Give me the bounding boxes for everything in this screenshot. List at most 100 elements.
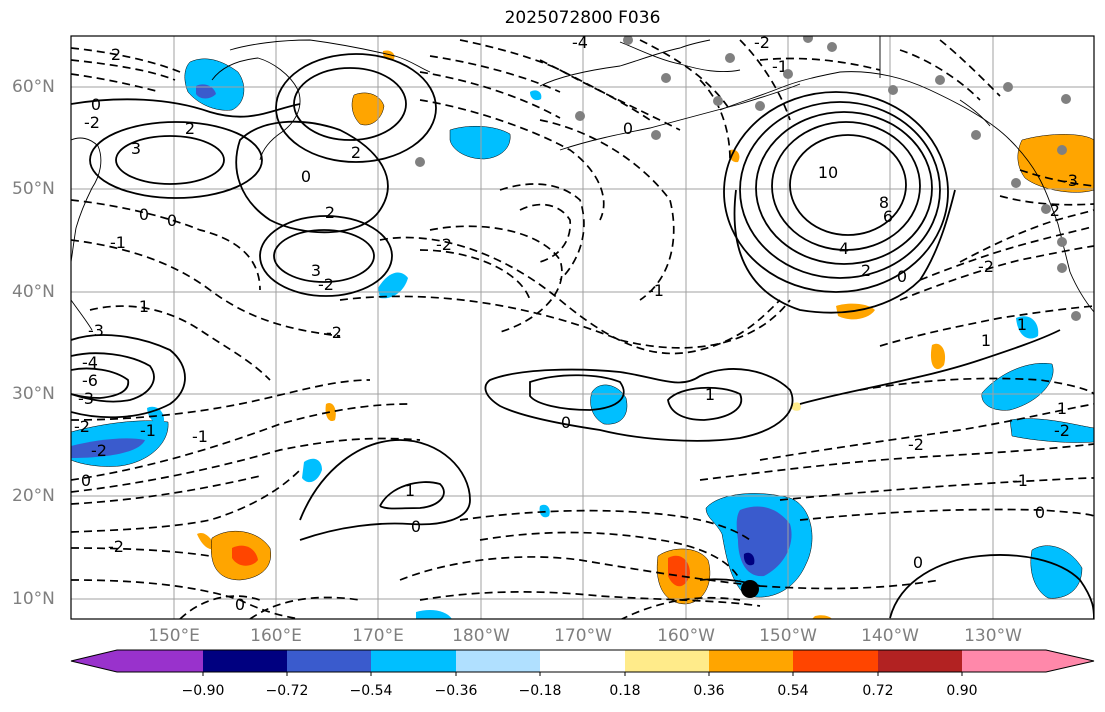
colorbar-cell xyxy=(117,650,203,672)
gray-station-markers xyxy=(415,36,1081,321)
colorbar-cell xyxy=(709,650,793,672)
colorbar-cell xyxy=(456,650,540,672)
lon-label: 170°W xyxy=(554,626,612,646)
shaded-fields xyxy=(71,50,1094,619)
colorbar-cell xyxy=(1046,650,1094,672)
contour-labels: 2 0 -2 3 2 0 2 3 2 -2 -4 0 -2 -1 -1 0 1 … xyxy=(74,33,1078,614)
contour-label: -1 xyxy=(110,233,126,252)
contour-label: 10 xyxy=(818,163,838,182)
contour-label: -1 xyxy=(1012,471,1028,490)
contour-label: 0 xyxy=(623,119,633,138)
contour-label: 0 xyxy=(561,413,571,432)
contour-label: -2 xyxy=(978,257,994,276)
lon-label: 140°W xyxy=(861,626,919,646)
colorbar-cell xyxy=(287,650,371,672)
contour-label: 1 xyxy=(405,481,415,500)
colorbar-tick-label: 0.54 xyxy=(777,683,809,699)
contour-label: 1 xyxy=(1057,399,1067,418)
contour-label: 1 xyxy=(139,297,149,316)
colorbar-cell xyxy=(371,650,456,672)
contour-label: 2 xyxy=(111,45,121,64)
colorbar-tick-label: −0.90 xyxy=(181,683,225,699)
lon-label: 150°E xyxy=(148,626,200,646)
contour-label: -1 xyxy=(140,421,156,440)
contour-label: 0 xyxy=(139,205,149,224)
lat-label: 20°N xyxy=(12,486,55,506)
colorbar-tick-label: −0.18 xyxy=(518,683,562,699)
contour-label: -4 xyxy=(82,353,98,372)
colorbar xyxy=(70,649,1095,676)
colorbar-cell xyxy=(962,650,1046,672)
colorbar-tick-label: −0.36 xyxy=(434,683,478,699)
colorbar-tick-label: 0.72 xyxy=(862,683,894,699)
contour-label: -2 xyxy=(1054,421,1070,440)
contour-label: 4 xyxy=(839,239,849,258)
contour-label: 1 xyxy=(1017,315,1027,334)
colorbar-cell xyxy=(625,650,709,672)
lat-label: 30°N xyxy=(12,384,55,404)
colorbar-tick-label: −0.54 xyxy=(349,683,393,699)
contour-label: -1 xyxy=(192,427,208,446)
contour-label: 2 xyxy=(185,119,195,138)
map-frame xyxy=(70,35,1095,620)
contour-label: 0 xyxy=(913,553,923,572)
lon-label: 150°W xyxy=(759,626,817,646)
lat-label: 50°N xyxy=(12,179,55,199)
contour-label: 0 xyxy=(301,167,311,186)
colorbar-cell xyxy=(878,650,962,672)
colorbar-cell xyxy=(793,650,878,672)
contour-label: 3 xyxy=(131,139,141,158)
map-area: 2 0 -2 3 2 0 2 3 2 -2 -4 0 -2 -1 -1 0 1 … xyxy=(71,33,1094,619)
contour-label: 0 xyxy=(235,595,245,614)
contour-label: -1 xyxy=(648,281,664,300)
colorbar-cell xyxy=(71,650,117,672)
contour-label: -2 xyxy=(84,113,100,132)
contour-label: 0 xyxy=(91,95,101,114)
lat-label: 40°N xyxy=(12,282,55,302)
contour-label: 2 xyxy=(861,261,871,280)
lat-label: 10°N xyxy=(12,589,55,609)
contours-dashed xyxy=(71,39,1094,619)
coastlines xyxy=(71,36,1094,331)
contour-label: 0 xyxy=(167,211,177,230)
lat-label: 60°N xyxy=(12,77,55,97)
contour-label: -3 xyxy=(78,389,94,408)
contour-label: -2 xyxy=(318,275,334,294)
contour-label: -2 xyxy=(74,417,90,436)
contour-label: -6 xyxy=(82,371,98,390)
lon-label: 170°E xyxy=(352,626,404,646)
lon-label: 160°W xyxy=(657,626,715,646)
map-title: 2025072800 F036 xyxy=(504,8,661,28)
colorbar-cell xyxy=(540,650,625,672)
contour-label: 6 xyxy=(883,207,893,226)
contour-label: -3 xyxy=(1062,171,1078,190)
contour-label: -2 xyxy=(754,33,770,52)
contour-label: -2 xyxy=(91,441,107,460)
colorbar-tick-label: 0.36 xyxy=(693,683,725,699)
contour-label: -2 xyxy=(908,435,924,454)
contour-label: -2 xyxy=(108,537,124,556)
colorbar-tick-label: −0.72 xyxy=(265,683,309,699)
contour-label: -2 xyxy=(326,323,342,342)
colorbar-cell xyxy=(203,650,287,672)
lon-label: 130°W xyxy=(964,626,1022,646)
contour-label: -4 xyxy=(572,33,588,52)
black-position-marker xyxy=(741,580,759,598)
colorbar-tick-label: 0.90 xyxy=(946,683,978,699)
contour-label: 0 xyxy=(81,471,91,490)
contour-label: 8 xyxy=(879,193,889,212)
contour-label: 2 xyxy=(351,143,361,162)
colorbar-tick-label: 0.18 xyxy=(609,683,641,699)
contours-solid xyxy=(71,53,1094,619)
lon-label: 180°W xyxy=(452,626,510,646)
contour-label: 1 xyxy=(981,331,991,350)
contour-label: -3 xyxy=(88,321,104,340)
contour-label: -2 xyxy=(436,235,452,254)
contour-label: 0 xyxy=(897,267,907,286)
contour-label: 1 xyxy=(705,385,715,404)
contour-label: 2 xyxy=(325,203,335,222)
contour-label: 0 xyxy=(411,517,421,536)
lon-label: 160°E xyxy=(250,626,302,646)
colorbar-outline xyxy=(70,649,1095,673)
